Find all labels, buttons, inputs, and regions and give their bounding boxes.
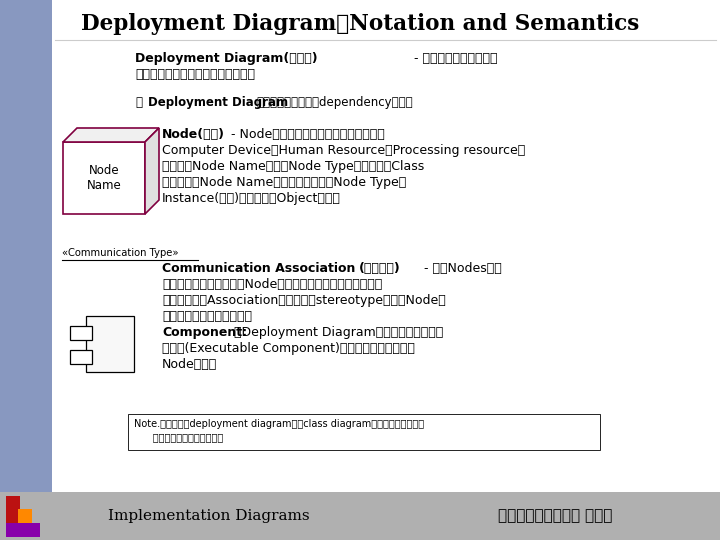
Bar (0, 0, 52, 492)
Text: - 用於Nodes間相: - 用於Nodes間相 (420, 262, 502, 275)
Text: 行元件(Executable Component)，可以獨立存在或放在: 行元件(Executable Component)，可以獨立存在或放在 (162, 342, 415, 355)
Text: 相同，如果Node Name加上底線，表示為Node Type的: 相同，如果Node Name加上底線，表示為Node Type的 (162, 176, 406, 189)
Text: 連的關係，常用於表示「Node」的物件及訊息的交換與傳遞，: 連的關係，常用於表示「Node」的物件及訊息的交換與傳遞， (162, 278, 382, 291)
Bar (18, 509, 32, 526)
Bar (0, 492, 720, 540)
Bar (70, 326, 92, 340)
Text: Node(節點): Node(節點) (162, 128, 225, 141)
Polygon shape (6, 523, 40, 537)
Text: 東吴大學資訊科學系 江清水: 東吴大學資訊科學系 江清水 (498, 509, 613, 523)
Text: 在Deployment Diagram中，只可以出現可執: 在Deployment Diagram中，只可以出現可執 (234, 326, 444, 339)
Text: (通訊關連): (通訊關連) (359, 262, 401, 275)
Text: Instance(實例)，其意義與Object相同。: Instance(實例)，其意義與Object相同。 (162, 192, 341, 205)
Polygon shape (63, 128, 159, 142)
Text: 硬體的架構，屬於系統層次的描述。: 硬體的架構，屬於系統層次的描述。 (135, 68, 255, 81)
Text: 放在系統中節點之間的關係: 放在系統中節點之間的關係 (134, 432, 223, 442)
Text: Communication Association: Communication Association (162, 262, 356, 275)
Text: 間所使用的訊息傳輸方式。: 間所使用的訊息傳輸方式。 (162, 310, 252, 323)
Text: - 描述系統執行時軟體及: - 描述系統執行時軟體及 (410, 52, 498, 65)
Text: «Communication Type»: «Communication Type» (62, 248, 179, 258)
Bar (128, 414, 600, 450)
Text: Node內部。: Node內部。 (162, 358, 217, 371)
Text: Deployment Diagram：Notation and Semantics: Deployment Diagram：Notation and Semantic… (81, 13, 639, 35)
Text: Implementation Diagrams: Implementation Diagrams (108, 509, 310, 523)
Text: 中可以出現的元素有dependency以及：: 中可以出現的元素有dependency以及： (256, 96, 413, 109)
Bar (63, 142, 145, 214)
Text: 在: 在 (135, 96, 142, 109)
Polygon shape (145, 128, 159, 214)
Text: 可以是一般的Association，也可以用stereotype表示「Node」: 可以是一般的Association，也可以用stereotype表示「Node」 (162, 294, 446, 307)
Text: Computer Device、Human Resource、Processing resource；: Computer Device、Human Resource、Processin… (162, 144, 526, 157)
Text: Node
Name: Node Name (86, 164, 122, 192)
Text: Component:: Component: (162, 326, 247, 339)
Bar (70, 350, 92, 364)
Text: 單純加上Node Name表示為Node Type，其意義與Class: 單純加上Node Name表示為Node Type，其意義與Class (162, 160, 424, 173)
Text: Deployment Diagram: Deployment Diagram (148, 96, 288, 109)
Text: Deployment Diagram(配置圖): Deployment Diagram(配置圖) (135, 52, 318, 65)
Bar (86, 316, 134, 372)
Text: Note.基本上可把deployment diagram視為class diagram的一種，只是焦點是: Note.基本上可把deployment diagram視為class diag… (134, 419, 424, 429)
Bar (6, 496, 20, 526)
Text: - Node是一種實際的物件，可以用來代表: - Node是一種實際的物件，可以用來代表 (227, 128, 384, 141)
